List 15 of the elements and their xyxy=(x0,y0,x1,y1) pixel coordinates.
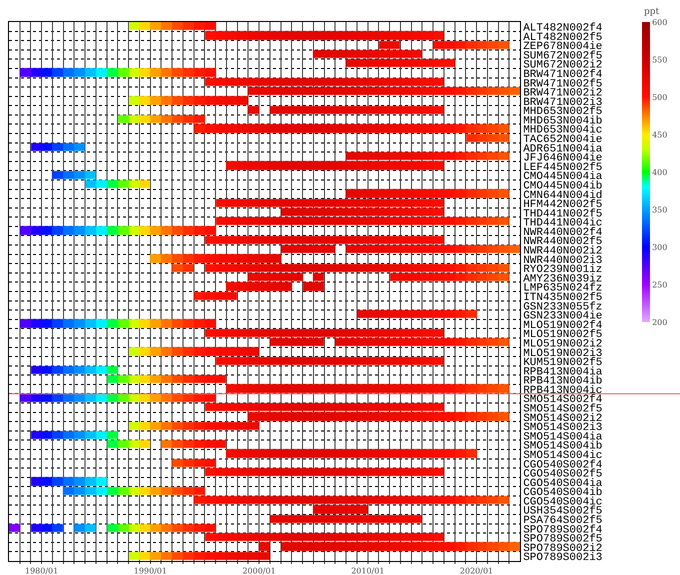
color-bar-label: 250 xyxy=(652,280,668,290)
color-bar-label: 400 xyxy=(652,168,668,177)
color-bar-label: 450 xyxy=(652,130,668,140)
color-bar-label: 300 xyxy=(652,242,668,252)
x-tick-label: 1990/01 xyxy=(134,566,167,575)
color-bar-title: ppt xyxy=(644,7,660,17)
color-bar-label: 550 xyxy=(652,55,668,64)
color-bar-label: 500 xyxy=(652,92,668,102)
x-tick-label: 2000/01 xyxy=(242,566,276,575)
x-tick-label: 2020/01 xyxy=(460,566,494,575)
x-tick-label: 2010/01 xyxy=(351,566,384,575)
color-bar-label: 200 xyxy=(652,318,668,327)
x-tick-label: 1980/01 xyxy=(24,566,58,575)
color-bar-label: 600 xyxy=(652,18,668,27)
color-bar-label: 350 xyxy=(652,205,668,214)
